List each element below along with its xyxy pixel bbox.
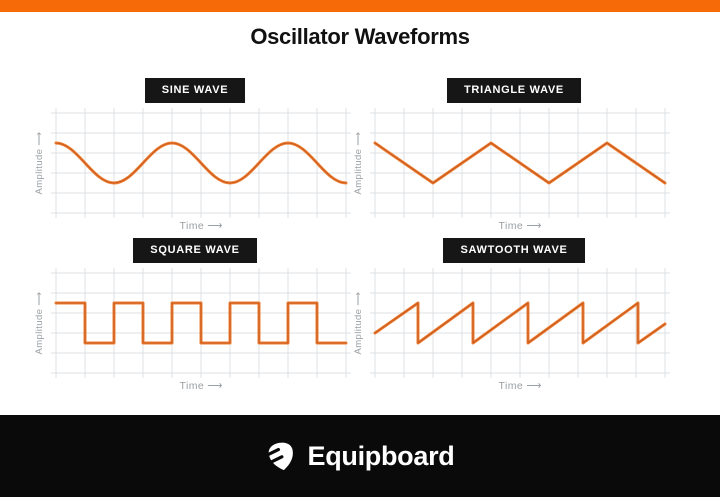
grid-lines	[51, 268, 351, 378]
square-waveform-core	[55, 302, 347, 344]
footer-brand-bar: Equipboard	[0, 415, 720, 497]
square-wave-badge: SQUARE WAVE	[133, 238, 257, 263]
sawtooth-plot-row: Amplitude ⟶	[347, 267, 681, 379]
equipboard-logo-icon	[265, 442, 293, 470]
up-arrow-icon: ⟶	[33, 291, 45, 306]
sine-wave-badge: SINE WAVE	[144, 78, 246, 103]
up-arrow-icon: ⟶	[352, 291, 364, 306]
grid-lines	[370, 268, 670, 378]
triangle-x-axis-label: Time ⟶	[498, 220, 542, 232]
brand-name: Equipboard	[307, 440, 455, 471]
sawtooth-wave-plot	[370, 268, 670, 378]
sawtooth-x-axis-label: Time ⟶	[498, 380, 542, 392]
triangle-wave-badge: TRIANGLE WAVE	[447, 78, 581, 103]
sine-y-axis-label: Amplitude ⟶	[33, 131, 45, 195]
triangle-wave-plot	[370, 108, 670, 218]
square-wave-plot	[51, 268, 351, 378]
sawtooth-waveform-core	[374, 302, 666, 344]
up-arrow-icon: ⟶	[33, 131, 45, 146]
sine-plot-row: Amplitude ⟶	[28, 107, 362, 219]
right-arrow-icon: ⟶	[526, 220, 542, 232]
page-title: Oscillator Waveforms	[250, 24, 470, 49]
square-y-axis-label: Amplitude ⟶	[33, 291, 45, 355]
right-arrow-icon: ⟶	[207, 380, 223, 392]
panel-square-wave: SQUARE WAVE Amplitude ⟶ Time ⟶	[28, 238, 362, 392]
panel-sawtooth-wave: SAWTOOTH WAVE Amplitude ⟶ Time ⟶	[347, 238, 681, 392]
sawtooth-y-axis-label: Amplitude ⟶	[352, 291, 364, 355]
grid-lines	[51, 108, 351, 218]
triangle-waveform-core	[374, 142, 666, 184]
sine-waveform-core	[55, 142, 347, 184]
sine-x-axis-label: Time ⟶	[179, 220, 223, 232]
panel-triangle-wave: TRIANGLE WAVE Amplitude ⟶ Time ⟶	[347, 78, 681, 232]
panel-sine-wave: SINE WAVE Amplitude ⟶ Time ⟶	[28, 78, 362, 232]
square-x-axis-label: Time ⟶	[179, 380, 223, 392]
triangle-plot-row: Amplitude ⟶	[347, 107, 681, 219]
right-arrow-icon: ⟶	[526, 380, 542, 392]
right-arrow-icon: ⟶	[207, 220, 223, 232]
sine-wave-plot	[51, 108, 351, 218]
top-accent-bar	[0, 0, 720, 12]
triangle-y-axis-label: Amplitude ⟶	[352, 131, 364, 195]
up-arrow-icon: ⟶	[352, 131, 364, 146]
square-plot-row: Amplitude ⟶	[28, 267, 362, 379]
sawtooth-wave-badge: SAWTOOTH WAVE	[443, 238, 585, 263]
